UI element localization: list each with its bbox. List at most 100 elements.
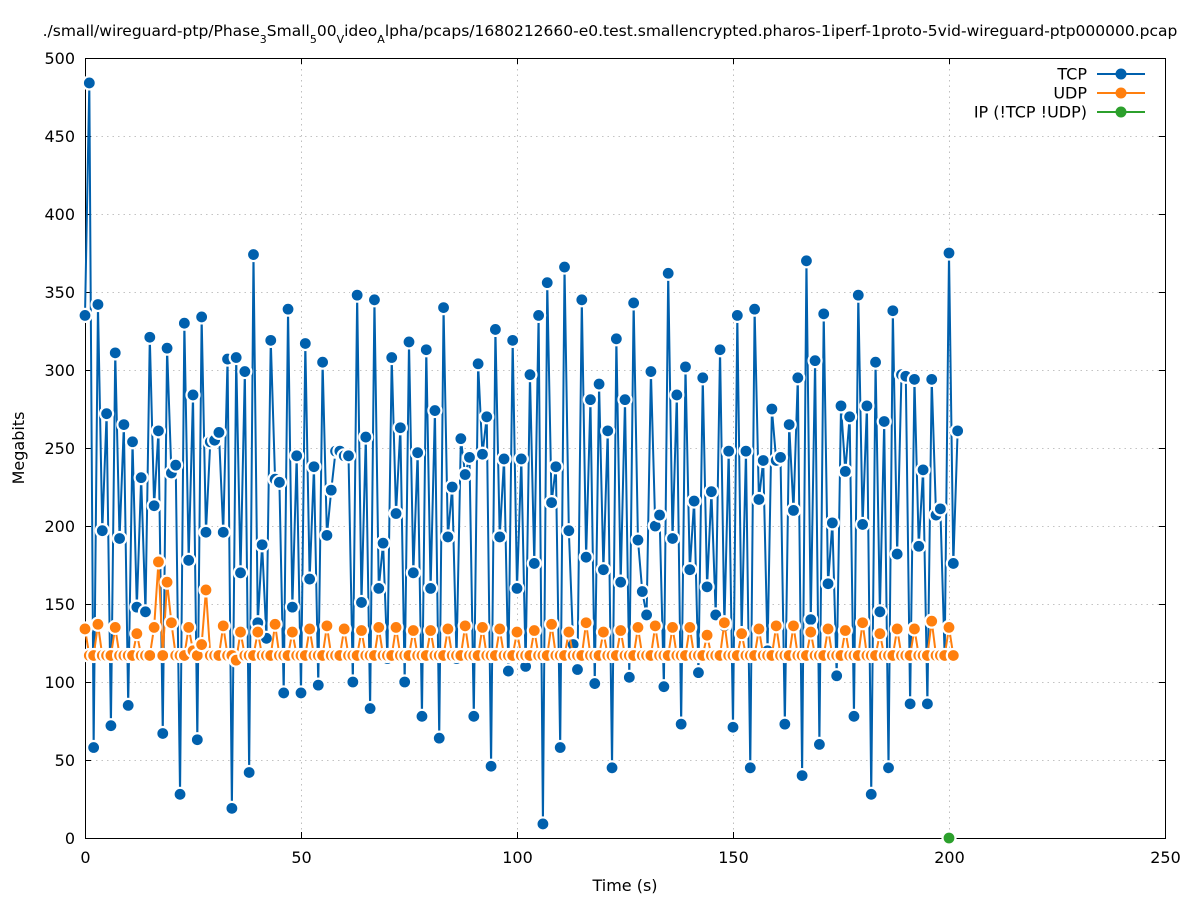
data-point-tcp <box>941 245 957 261</box>
data-point-udp <box>90 616 106 632</box>
data-point-tcp <box>414 708 430 724</box>
data-point-tcp <box>172 786 188 802</box>
data-point-udp <box>159 574 175 590</box>
data-point-tcp <box>833 398 849 414</box>
data-point-tcp <box>254 537 270 553</box>
y-tick-label: 450 <box>44 127 75 146</box>
data-point-tcp <box>474 446 491 462</box>
data-point-tcp <box>306 459 322 475</box>
data-point-tcp <box>509 580 525 597</box>
data-point-tcp <box>211 424 227 440</box>
series-layer <box>77 75 966 846</box>
series-line-udp <box>84 560 955 662</box>
data-point-tcp <box>500 663 516 679</box>
data-point-tcp <box>872 604 888 620</box>
x-tick-label: 200 <box>934 848 965 867</box>
data-point-udp <box>872 626 888 642</box>
data-point-tcp <box>245 246 262 263</box>
data-point-tcp <box>932 501 948 517</box>
data-point-tcp <box>224 800 240 816</box>
data-point-tcp <box>721 443 737 459</box>
data-point-tcp <box>582 392 599 408</box>
data-point-udp <box>181 619 197 636</box>
data-point-tcp <box>198 524 214 540</box>
chart-title-part: ./small/wireguard-ptp/Phase <box>43 22 260 40</box>
data-point-tcp <box>729 307 745 323</box>
data-point-tcp <box>323 482 339 498</box>
data-point-tcp <box>526 555 542 572</box>
data-point-tcp <box>302 571 318 587</box>
data-point-udp <box>699 627 715 643</box>
data-point-tcp <box>738 443 754 459</box>
data-point-tcp <box>271 474 287 490</box>
data-point-tcp <box>664 530 681 547</box>
data-point-tcp <box>237 363 253 380</box>
data-point-tcp <box>375 535 391 551</box>
data-point-tcp <box>695 370 711 386</box>
data-point-tcp <box>440 529 456 545</box>
data-point-tcp <box>543 495 560 511</box>
data-point-tcp <box>669 387 685 403</box>
data-point-tcp <box>401 334 417 350</box>
data-point-tcp <box>366 292 383 308</box>
y-tick-label: 500 <box>44 49 75 68</box>
data-point-udp <box>150 554 167 570</box>
data-point-tcp <box>690 665 707 681</box>
data-point-tcp <box>492 529 508 545</box>
data-point-tcp <box>824 515 840 531</box>
data-point-udp <box>526 622 542 639</box>
data-point-tcp <box>548 459 564 475</box>
legend-label: UDP <box>1053 84 1087 103</box>
data-point-tcp <box>530 307 547 323</box>
data-point-tcp <box>578 549 594 565</box>
data-point-tcp <box>176 315 192 331</box>
data-point-udp <box>146 619 162 636</box>
data-point-udp <box>906 621 923 637</box>
y-tick-label: 300 <box>44 361 75 380</box>
data-point-udp <box>250 624 266 640</box>
data-point-tcp <box>155 725 171 742</box>
axis-ticks: 0 50 100 150 200 250 300 350 400 450 500 0 50 100 150 2… <box>44 49 1180 867</box>
legend-item-tcp: TCP <box>1056 65 1145 84</box>
y-tick-label: 0 <box>65 829 75 848</box>
data-point-tcp <box>772 449 789 465</box>
data-point-tcp <box>353 594 370 611</box>
data-point-tcp <box>911 538 927 554</box>
x-tick-label: 150 <box>718 848 749 867</box>
data-point-udp <box>837 622 853 639</box>
chart-title-part: lpha/pcaps/1680212660-e0.test.smallencry… <box>385 22 1178 40</box>
data-point-tcp <box>410 445 426 461</box>
data-point-tcp <box>561 523 577 539</box>
data-point-tcp <box>651 507 668 523</box>
data-point-tcp <box>790 370 806 386</box>
data-point-tcp <box>634 583 650 600</box>
data-point-udp <box>941 619 957 636</box>
data-point-udp <box>405 622 421 639</box>
data-point-tcp <box>215 524 231 540</box>
data-point-tcp <box>660 265 676 281</box>
data-point-udp <box>336 621 352 637</box>
data-point-tcp <box>742 760 758 776</box>
data-point-tcp <box>556 259 573 275</box>
chart-title-part: 5 <box>310 33 317 46</box>
data-point-udp <box>664 619 681 636</box>
data-point-tcp <box>111 530 128 547</box>
series-ip <box>941 830 957 846</box>
data-point-tcp <box>81 75 97 91</box>
data-point-tcp <box>241 764 257 781</box>
chart-title-part: mall <box>277 22 310 40</box>
data-point-udp <box>440 621 456 637</box>
data-point-tcp <box>86 739 102 756</box>
data-point-udp <box>785 618 802 634</box>
data-point-tcp <box>850 287 866 303</box>
data-point-tcp <box>617 392 633 408</box>
data-point-tcp <box>150 423 167 439</box>
data-point-tcp <box>703 484 720 500</box>
data-point-tcp <box>513 451 529 467</box>
data-point-tcp <box>345 674 361 690</box>
data-point-tcp <box>371 580 387 597</box>
data-point-tcp <box>457 466 473 483</box>
data-point-tcp <box>699 579 715 595</box>
